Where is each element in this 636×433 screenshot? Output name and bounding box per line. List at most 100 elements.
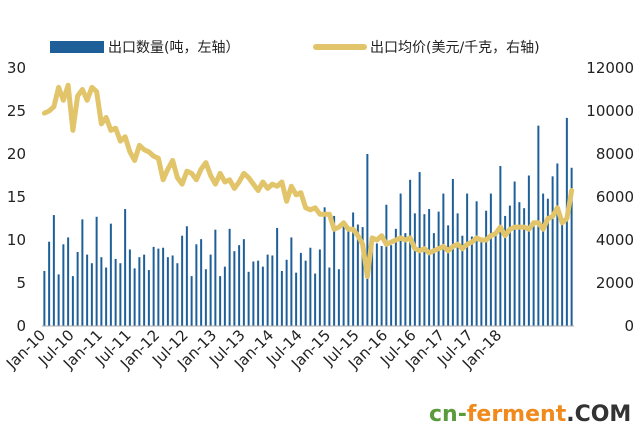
bar [124,209,127,326]
bar [399,193,402,326]
bar [523,208,526,326]
bar [143,254,146,326]
bar [247,271,250,326]
bar [162,247,165,326]
bar [190,276,193,326]
bar [171,255,174,326]
bar [404,233,407,326]
bar [437,211,440,326]
price-line [41,82,575,280]
bar [238,245,241,326]
bar [532,222,535,326]
bar [228,228,231,326]
y-left-tick-label: 0 [16,317,26,335]
bar [499,166,502,326]
bar [43,270,46,326]
bar [527,175,530,326]
bar [76,252,79,326]
bar [375,243,378,326]
bar [466,193,469,326]
bar [518,202,521,326]
legend-label-price: 出口均价(美元/千克，右轴) [370,40,540,56]
bar [342,222,345,326]
bar [147,270,150,326]
bar [204,269,207,326]
bar [546,198,549,326]
bar [489,193,492,326]
bar [271,255,274,326]
bar [100,257,103,326]
bar [371,240,374,326]
bar [347,227,350,326]
bar [485,210,488,326]
bar [337,269,340,326]
bar [138,257,141,326]
bar [81,219,84,326]
y-right-tick-label: 10000 [586,102,634,120]
bar [385,204,388,326]
bar [556,163,559,326]
bar [494,235,497,326]
bar [565,117,568,326]
bar [570,167,573,326]
legend: 出口数量(吨，左轴） 出口均价(美元/千克，右轴) [50,40,540,56]
bar [290,237,293,326]
bar [166,257,169,326]
bar [233,251,236,326]
bar [323,207,326,326]
bar [119,263,122,326]
bar [252,261,255,326]
bar [209,254,212,326]
bar [152,246,155,326]
bar [280,270,283,326]
bar [551,176,554,326]
bar [261,266,264,326]
bar [52,215,55,326]
price-series-line [41,82,575,280]
watermark-suffix: .COM [566,402,631,427]
y-right-tick-label: 12000 [586,59,634,77]
x-tick-labels: Jan-10Jul-10Jan-11Jul-11Jan-12Jul-12Jan-… [2,326,505,373]
y-right-tick-label: 4000 [596,231,634,249]
y-left-tick-label: 15 [7,188,26,206]
bar [195,244,198,326]
bar [295,272,298,326]
bar [200,239,203,326]
bar [90,263,93,326]
y-left-tick-label: 25 [7,102,26,120]
bar [380,246,383,326]
legend-label-quantity: 出口数量(吨，左轴） [108,40,239,56]
bar [314,273,317,326]
bar [242,239,245,326]
bar [114,258,117,326]
bar [328,267,331,326]
bar [309,247,312,326]
bar [67,237,70,326]
bar [413,213,416,326]
bar [442,193,445,326]
quantity-bars [43,117,573,327]
bar [95,216,98,326]
y-left-ticks: 0 5 10 15 20 25 30 [7,59,26,335]
y-left-tick-label: 5 [16,274,26,292]
y-left-tick-label: 30 [7,59,26,77]
y-right-tick-label: 0 [624,317,634,335]
bar [86,254,89,326]
bar [299,252,302,326]
bar [356,224,359,326]
bar [185,226,188,326]
bar [257,260,260,326]
bar [456,213,459,326]
bar [475,201,478,326]
bar [109,223,112,326]
bar [366,154,369,326]
bar [409,179,412,326]
watermark-main: ferment [467,402,567,427]
bar [470,236,473,326]
bar [361,227,364,326]
bar [480,240,483,326]
bar [513,181,516,326]
bar [447,225,450,326]
bar [423,214,426,326]
bar [304,260,307,326]
